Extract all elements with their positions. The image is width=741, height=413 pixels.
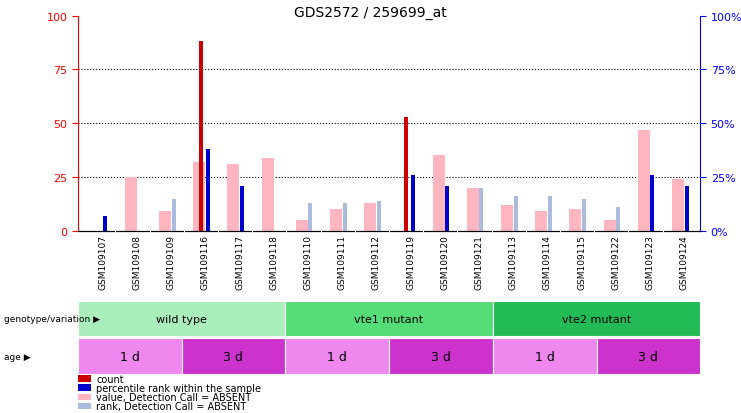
Bar: [240, 186, 244, 231]
Bar: [365, 203, 376, 231]
Text: 1 d: 1 d: [120, 350, 139, 363]
Bar: [672, 180, 684, 231]
Bar: [193, 163, 205, 231]
Bar: [501, 206, 513, 231]
Text: GSM109122: GSM109122: [611, 235, 620, 289]
Text: GSM109116: GSM109116: [201, 235, 210, 290]
Bar: [285, 301, 493, 337]
Bar: [582, 199, 586, 231]
Bar: [182, 339, 285, 374]
Text: GSM109115: GSM109115: [577, 235, 586, 290]
Bar: [548, 197, 552, 231]
Text: GSM109108: GSM109108: [133, 235, 142, 290]
Bar: [227, 165, 239, 231]
Bar: [597, 339, 700, 374]
Text: age ▶: age ▶: [4, 352, 30, 361]
Bar: [514, 197, 518, 231]
Bar: [285, 339, 389, 374]
Text: percentile rank within the sample: percentile rank within the sample: [96, 383, 262, 393]
Bar: [262, 158, 273, 231]
Text: GDS2572 / 259699_at: GDS2572 / 259699_at: [294, 6, 447, 20]
Bar: [493, 339, 597, 374]
Bar: [171, 199, 176, 231]
Text: 3 d: 3 d: [224, 350, 243, 363]
Bar: [604, 221, 616, 231]
Text: 1 d: 1 d: [328, 350, 347, 363]
Text: vte2 mutant: vte2 mutant: [562, 314, 631, 324]
Text: value, Detection Call = ABSENT: value, Detection Call = ABSENT: [96, 392, 251, 402]
Bar: [616, 208, 620, 231]
Bar: [433, 156, 445, 231]
Text: 3 d: 3 d: [639, 350, 658, 363]
Text: wild type: wild type: [156, 314, 207, 324]
Text: 3 d: 3 d: [431, 350, 451, 363]
Bar: [651, 176, 654, 231]
Bar: [342, 203, 347, 231]
Text: GSM109119: GSM109119: [406, 235, 415, 290]
Bar: [479, 188, 483, 231]
Text: GSM109111: GSM109111: [338, 235, 347, 290]
Bar: [569, 210, 582, 231]
Bar: [376, 201, 381, 231]
Bar: [124, 178, 137, 231]
Bar: [685, 186, 688, 231]
Text: GSM109113: GSM109113: [509, 235, 518, 290]
Bar: [330, 210, 342, 231]
Bar: [685, 186, 688, 231]
Text: GSM109109: GSM109109: [167, 235, 176, 290]
Bar: [445, 186, 449, 231]
Bar: [296, 221, 308, 231]
Bar: [103, 216, 107, 231]
Text: vte1 mutant: vte1 mutant: [354, 314, 424, 324]
Text: GSM109117: GSM109117: [235, 235, 244, 290]
Bar: [199, 42, 203, 231]
Bar: [78, 301, 285, 337]
Text: GSM109107: GSM109107: [99, 235, 107, 290]
Bar: [206, 150, 210, 231]
Text: GSM109110: GSM109110: [304, 235, 313, 290]
Text: genotype/variation ▶: genotype/variation ▶: [4, 315, 100, 323]
Bar: [638, 131, 650, 231]
Bar: [308, 203, 313, 231]
Text: rank, Detection Call = ABSENT: rank, Detection Call = ABSENT: [96, 401, 247, 411]
Bar: [389, 339, 493, 374]
Text: GSM109123: GSM109123: [645, 235, 654, 290]
Text: GSM109124: GSM109124: [679, 235, 688, 289]
Bar: [103, 216, 107, 231]
Bar: [240, 186, 244, 231]
Text: GSM109118: GSM109118: [269, 235, 279, 290]
Bar: [404, 117, 408, 231]
Text: GSM109120: GSM109120: [440, 235, 449, 290]
Bar: [493, 301, 700, 337]
Bar: [78, 339, 182, 374]
Bar: [411, 176, 415, 231]
Text: 1 d: 1 d: [535, 350, 554, 363]
Text: GSM109121: GSM109121: [474, 235, 484, 290]
Text: count: count: [96, 374, 124, 384]
Bar: [467, 188, 479, 231]
Bar: [159, 212, 171, 231]
Text: GSM109112: GSM109112: [372, 235, 381, 290]
Text: GSM109114: GSM109114: [543, 235, 552, 290]
Bar: [535, 212, 547, 231]
